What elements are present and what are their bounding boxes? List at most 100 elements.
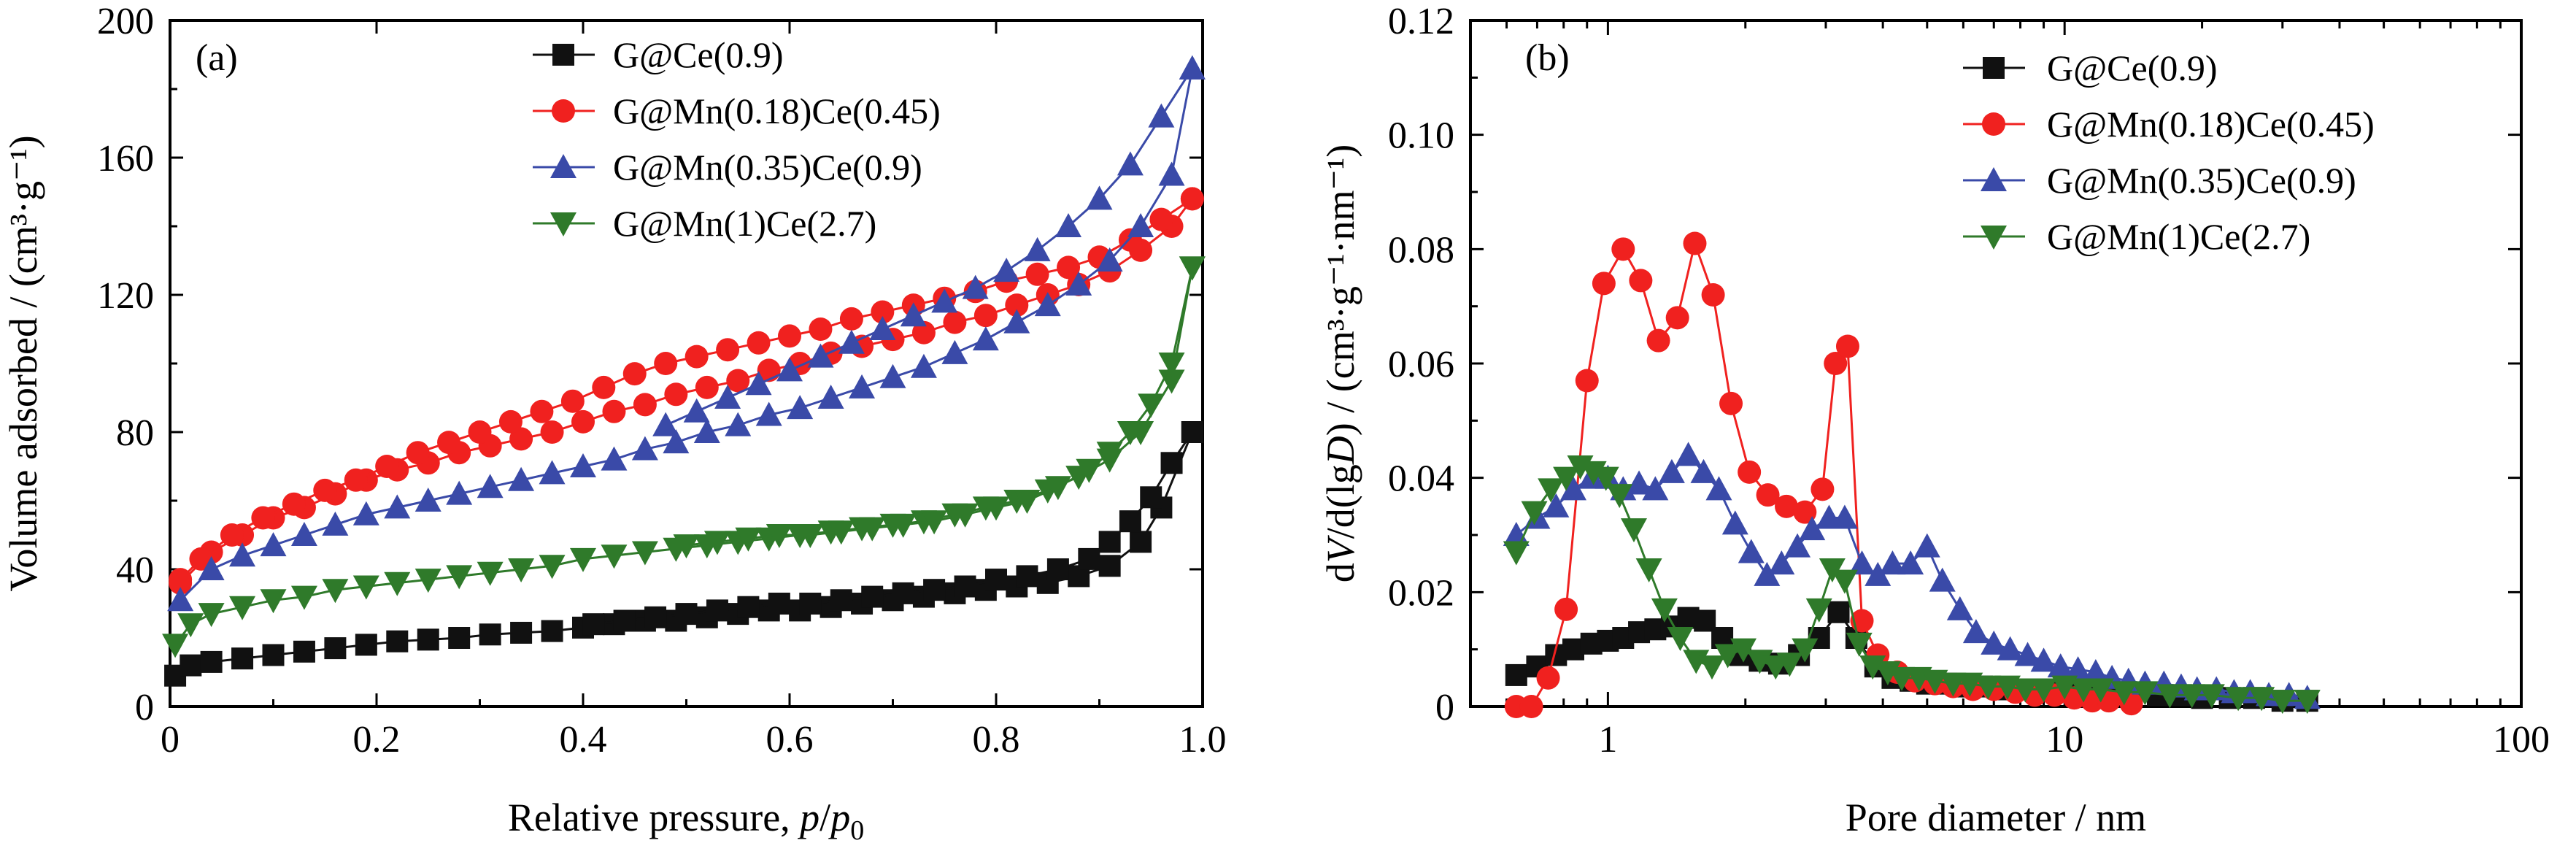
data-point xyxy=(1756,483,1780,507)
data-point xyxy=(613,609,636,632)
data-point xyxy=(571,409,595,434)
x-tick-label: 100 xyxy=(2493,719,2550,761)
data-point xyxy=(1003,309,1030,334)
data-point xyxy=(162,634,189,658)
data-point xyxy=(479,623,501,646)
data-point xyxy=(446,565,473,590)
data-point xyxy=(1629,269,1653,293)
data-point xyxy=(644,606,667,628)
data-point xyxy=(1503,541,1530,566)
data-point xyxy=(1606,484,1633,509)
x-tick-label: 1.0 xyxy=(1179,719,1227,761)
data-point xyxy=(654,352,678,375)
data-point xyxy=(1897,550,1924,575)
data-point xyxy=(1046,558,1069,580)
legend-label: G@Ce(0.9) xyxy=(2047,47,2218,88)
data-point xyxy=(1119,510,1141,533)
data-point xyxy=(477,561,504,586)
data-point xyxy=(508,466,535,491)
data-point xyxy=(1098,531,1121,553)
data-point xyxy=(1140,486,1162,509)
legend-marker xyxy=(1982,112,2005,136)
legend-b: G@Ce(0.9) G@Mn(0.18)Ce(0.45) G@Mn(0.35)Ce(… xyxy=(1963,47,2375,257)
data-point xyxy=(1997,636,2024,661)
data-point xyxy=(1117,151,1144,176)
data-point xyxy=(890,513,917,538)
x-tick-label: 0 xyxy=(161,719,180,761)
data-point xyxy=(1776,653,1803,677)
data-point xyxy=(663,429,690,454)
data-point xyxy=(602,399,626,423)
data-point xyxy=(737,596,760,618)
data-point xyxy=(1592,466,1619,491)
data-point xyxy=(509,427,533,451)
data-point xyxy=(560,389,585,413)
data-point xyxy=(375,455,399,478)
data-point xyxy=(1521,501,1548,526)
data-point xyxy=(1831,569,1858,594)
data-point xyxy=(290,585,317,610)
data-point xyxy=(539,460,566,485)
data-point xyxy=(1754,561,1781,586)
data-point xyxy=(498,409,522,434)
data-point xyxy=(755,401,782,426)
legend-label: G@Mn(0.35)Ce(0.9) xyxy=(613,147,922,188)
data-point xyxy=(1181,421,1203,443)
data-point xyxy=(1096,247,1123,272)
series-group-b xyxy=(1503,231,2321,718)
data-point xyxy=(282,492,306,516)
data-point xyxy=(200,650,223,673)
data-point xyxy=(539,555,566,580)
data-point xyxy=(231,647,254,670)
legend-marker xyxy=(1981,167,2007,191)
axis-ticks-a: 0 0.2 0.4 0.6 0.8 1.0 0 40 80 120 160 200 xyxy=(97,1,1227,761)
legend-marker xyxy=(550,154,576,178)
data-point xyxy=(1065,271,1092,296)
data-point xyxy=(414,488,441,512)
data-point xyxy=(879,363,906,388)
data-point xyxy=(941,339,968,364)
data-point xyxy=(2248,687,2275,712)
chart-panel-a: 0 0.2 0.4 0.6 0.8 1.0 0 40 80 120 160 200 G@Ce(0.9)… xyxy=(1,1,1227,843)
data-point xyxy=(2030,678,2057,703)
data-point xyxy=(1698,655,1725,680)
data-point xyxy=(1158,161,1185,186)
data-point xyxy=(1078,547,1100,570)
data-point xyxy=(1889,666,1916,691)
data-point xyxy=(1592,272,1616,296)
panel-label-b: (b) xyxy=(1525,37,1570,79)
legend-label: G@Mn(1)Ce(2.7) xyxy=(613,203,876,244)
data-point xyxy=(2030,647,2057,672)
data-point xyxy=(685,344,709,369)
y-tick-label: 200 xyxy=(97,1,154,42)
legend-marker xyxy=(552,99,575,123)
data-point xyxy=(322,511,349,536)
data-point xyxy=(541,620,563,642)
data-point xyxy=(1626,470,1653,495)
data-point xyxy=(2110,681,2137,706)
data-point xyxy=(1016,565,1038,588)
data-point xyxy=(631,436,658,461)
data-point xyxy=(290,522,317,546)
data-point xyxy=(229,542,256,567)
data-point xyxy=(871,300,895,324)
data-point xyxy=(726,369,750,393)
data-point xyxy=(900,302,927,327)
data-point xyxy=(477,474,504,499)
data-point xyxy=(1158,353,1185,377)
data-point xyxy=(799,593,822,615)
legend-label: G@Mn(0.35)Ce(0.9) xyxy=(2047,160,2356,201)
data-point xyxy=(1683,231,1707,255)
data-point xyxy=(1651,598,1678,623)
legend-marker xyxy=(550,212,576,236)
data-point xyxy=(943,310,967,334)
x-tick-label: 1 xyxy=(1598,719,1617,761)
data-point xyxy=(198,556,225,580)
y-tick-label: 0.10 xyxy=(1388,115,1454,157)
data-point xyxy=(1127,213,1154,237)
data-point xyxy=(352,501,379,526)
data-point xyxy=(1793,500,1817,524)
data-point xyxy=(809,317,833,341)
data-point xyxy=(2082,659,2109,683)
